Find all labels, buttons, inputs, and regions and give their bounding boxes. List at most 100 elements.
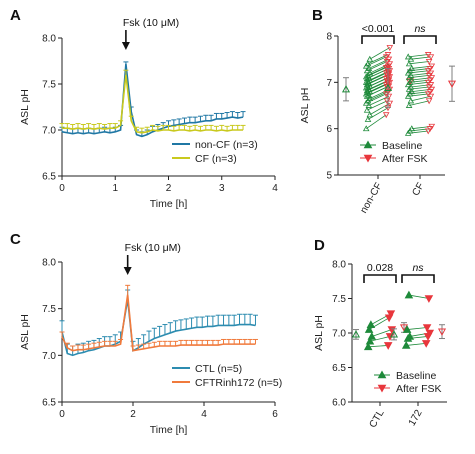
baseline-point: [404, 290, 414, 299]
after-fsk-point: [424, 52, 432, 58]
y-tick-label: 7.5: [332, 294, 346, 305]
legend-label: Baseline: [396, 370, 436, 382]
y-tick-label: 8: [326, 32, 332, 43]
y-tick-label: 7.0: [42, 351, 56, 362]
pair-line: [409, 100, 430, 106]
y-tick-label: 7: [326, 78, 332, 89]
x-tick-label: 0: [59, 183, 65, 194]
pair-line: [366, 100, 388, 111]
after-fsk-point: [386, 61, 394, 68]
y-tick-label: 8.0: [42, 34, 56, 45]
baseline-point: [362, 73, 370, 80]
legend-label: CTL (n=5): [195, 363, 242, 375]
after-fsk-point: [425, 98, 433, 105]
after-fsk-point: [425, 329, 435, 338]
mean-marker: [399, 324, 409, 332]
series-1: [59, 69, 246, 134]
baseline-point: [366, 55, 374, 62]
baseline-point: [365, 91, 373, 98]
y-tick-label: 7.0: [332, 329, 346, 340]
pair-line: [368, 95, 390, 106]
y-axis-label: ASL pH: [19, 89, 31, 125]
series-line: [62, 74, 244, 134]
after-fsk-point: [384, 52, 392, 58]
legend-swatch-marker: [363, 154, 373, 163]
baseline-point: [364, 60, 372, 67]
after-fsk-point: [426, 65, 434, 72]
pair-line: [367, 107, 389, 120]
x-tick-label: 172: [407, 408, 425, 428]
significance-label: <0.001: [362, 23, 395, 35]
y-tick-label: 7.5: [42, 80, 56, 91]
pair-line: [369, 336, 391, 342]
baseline-point: [364, 77, 372, 84]
x-tick-label: CTL: [368, 408, 387, 430]
annotation-label: Fsk (10 μM): [125, 242, 181, 254]
after-fsk-point: [384, 63, 392, 70]
after-fsk-point: [428, 75, 436, 82]
baseline-point: [407, 97, 415, 104]
series-1: [59, 284, 258, 352]
pair-line: [368, 345, 389, 348]
series-line: [61, 294, 256, 352]
baseline-point: [363, 106, 371, 113]
after-fsk-point: [425, 59, 433, 65]
after-fsk-point: [385, 56, 393, 63]
baseline-point: [404, 53, 412, 60]
mean-marker: [351, 330, 361, 338]
significance-label: ns: [412, 262, 424, 274]
legend-swatch-marker: [377, 384, 387, 393]
y-tick-label: 6.0: [332, 398, 346, 409]
mean-marker: [389, 330, 399, 338]
significance-label: ns: [414, 23, 426, 35]
pair-line: [365, 114, 387, 129]
baseline-point: [402, 325, 412, 333]
significance-bracket: [403, 35, 437, 44]
x-tick-label: 4: [272, 183, 278, 194]
after-fsk-point: [421, 340, 431, 348]
baseline-point: [365, 336, 375, 345]
panel-b: B 5 6 7 8 ASL pH non-CF <0.001 CF ns BaselineAfter…: [299, 7, 457, 215]
x-axis-label: Time [h]: [150, 424, 188, 436]
pair-line: [409, 61, 430, 65]
pair-line: [410, 56, 431, 60]
baseline-point: [408, 125, 416, 132]
baseline-point: [363, 87, 371, 94]
panel-letter: B: [312, 7, 323, 24]
after-fsk-point: [424, 128, 432, 135]
baseline-point: [408, 65, 416, 71]
legend-label: non-CF (n=3): [195, 139, 258, 151]
arrow-head: [121, 42, 130, 50]
panel-a: A 6.5 7.0 7.5 8.0 0 1 2 3 4 Time [h] ASL pH Fsk (10 …: [10, 7, 278, 210]
legend-swatch-marker: [363, 140, 373, 149]
after-fsk-point: [427, 54, 435, 61]
baseline-point: [364, 325, 374, 333]
legend-label: After FSK: [396, 383, 442, 395]
after-fsk-point: [425, 84, 433, 91]
panel-d: D 6.0 6.5 7.0 7.5 8.0 ASL pH CTL 0.028 172 ns Basel…: [313, 237, 447, 430]
after-fsk-point: [428, 123, 436, 130]
x-tick-label: 2: [166, 183, 172, 194]
pair-line: [410, 95, 431, 102]
after-fsk-point: [386, 310, 396, 319]
series-line: [61, 63, 244, 138]
y-axis-label: ASL pH: [19, 314, 31, 350]
legend-label: CF (n=3): [195, 153, 237, 165]
pair-line: [407, 327, 428, 330]
baseline-point: [405, 60, 413, 67]
pair-line: [408, 294, 429, 299]
after-fsk-point: [424, 295, 434, 303]
after-fsk-point: [428, 86, 436, 93]
after-fsk-point: [424, 91, 432, 98]
after-fsk-point: [382, 54, 390, 61]
panel-letter: C: [10, 231, 21, 248]
significance-label: 0.028: [367, 262, 393, 274]
arrow-head: [123, 267, 132, 275]
y-tick-label: 7.0: [42, 126, 56, 137]
significance-bracket: [361, 35, 395, 44]
after-fsk-point: [428, 63, 436, 70]
panel-letter: A: [10, 7, 21, 24]
mean-marker: [437, 328, 447, 336]
x-tick-label: 6: [272, 409, 278, 420]
